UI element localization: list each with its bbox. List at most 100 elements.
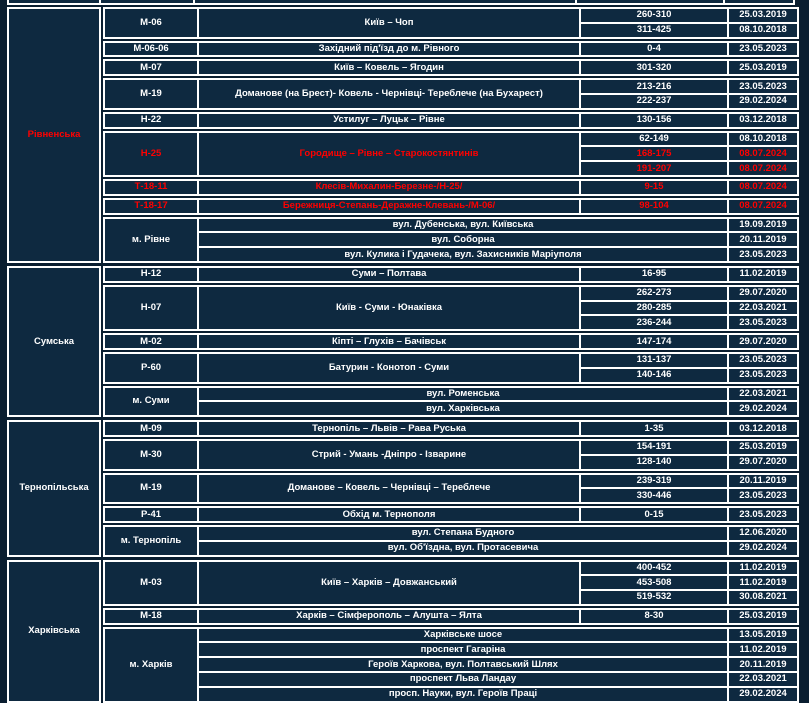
route-cell[interactable]: Устилуг – Луцьк – Рівне	[199, 113, 579, 127]
range-cell[interactable]: 330-446	[581, 489, 727, 503]
date-cell[interactable]: 11.02.2019	[729, 643, 797, 657]
range-cell[interactable]: 239-319	[581, 474, 727, 488]
road-code-cell[interactable]: М-07	[105, 61, 197, 75]
date-cell[interactable]: 11.02.2019	[729, 576, 797, 590]
road-code-cell[interactable]: Р-60	[105, 353, 197, 382]
region-cell[interactable]: Сумська	[9, 267, 99, 416]
region-cell[interactable]: Харківська	[9, 561, 99, 701]
range-cell[interactable]: 222-237	[581, 94, 727, 108]
date-cell[interactable]: 23.05.2023	[729, 489, 797, 503]
street-cell[interactable]: вул. Кулика і Гудачека, вул. Захисників …	[199, 248, 727, 261]
date-cell[interactable]: 23.05.2023	[729, 353, 797, 367]
date-cell[interactable]: 22.03.2021	[729, 301, 797, 315]
date-cell[interactable]: 29.07.2020	[729, 335, 797, 348]
date-cell[interactable]: 23.05.2023	[729, 368, 797, 382]
range-cell[interactable]: 0-4	[581, 42, 727, 56]
range-cell[interactable]: 131-137	[581, 353, 727, 367]
road-code-cell[interactable]: М-02	[105, 335, 197, 348]
date-cell[interactable]: 20.11.2019	[729, 474, 797, 488]
date-cell[interactable]: 08.10.2018	[729, 132, 797, 146]
range-cell[interactable]: 98-104	[581, 199, 727, 213]
region-cell[interactable]: Рівненська	[9, 9, 99, 261]
date-cell[interactable]: 13.05.2019	[729, 628, 797, 642]
date-cell[interactable]: 30.08.2021	[729, 591, 797, 604]
route-cell[interactable]: Західний під'їзд до м. Рівного	[199, 42, 579, 56]
region-cell[interactable]: Тернопільська	[9, 422, 99, 555]
date-cell[interactable]: 12.06.2020	[729, 526, 797, 540]
road-code-cell[interactable]: М-19	[105, 80, 197, 108]
date-cell[interactable]: 23.05.2023	[729, 316, 797, 330]
street-cell[interactable]: Героїв Харкова, вул. Полтавський Шлях	[199, 658, 727, 672]
range-cell[interactable]: 260-310	[581, 9, 727, 22]
road-code-cell[interactable]: Н-22	[105, 113, 197, 127]
road-code-cell[interactable]: М-09	[105, 422, 197, 435]
date-cell[interactable]: 29.07.2020	[729, 455, 797, 469]
range-cell[interactable]: 147-174	[581, 335, 727, 348]
range-cell[interactable]: 154-191	[581, 440, 727, 454]
street-cell[interactable]: вул. Роменська	[199, 387, 727, 401]
road-code-cell[interactable]: Н-12	[105, 267, 197, 281]
range-cell[interactable]: 130-156	[581, 113, 727, 127]
route-cell[interactable]: Київ - Суми - Юнаківка	[199, 286, 579, 330]
road-code-cell[interactable]: М-03	[105, 561, 197, 604]
road-code-cell[interactable]: м. Рівне	[105, 218, 197, 261]
road-code-cell[interactable]: М-06	[105, 9, 197, 37]
date-cell[interactable]: 20.11.2019	[729, 233, 797, 247]
route-cell[interactable]: Городище – Рівне – Старокостянтинів	[199, 132, 579, 175]
range-cell[interactable]: 262-273	[581, 286, 727, 300]
date-cell[interactable]: 08.10.2018	[729, 23, 797, 37]
route-cell[interactable]: Бережниця-Степань-Деражне-Клевань-/М-06/	[199, 199, 579, 213]
date-cell[interactable]: 11.02.2019	[729, 561, 797, 575]
route-cell[interactable]: Харків – Сімферополь – Алушта – Ялта	[199, 609, 579, 623]
range-cell[interactable]: 9-15	[581, 180, 727, 194]
date-cell[interactable]: 29.07.2020	[729, 286, 797, 300]
range-cell[interactable]: 236-244	[581, 316, 727, 330]
range-cell[interactable]: 16-95	[581, 267, 727, 281]
street-cell[interactable]: проспект Гагаріна	[199, 643, 727, 657]
date-cell[interactable]: 25.03.2019	[729, 9, 797, 22]
road-code-cell[interactable]: М-30	[105, 440, 197, 469]
range-cell[interactable]: 311-425	[581, 23, 727, 37]
range-cell[interactable]: 301-320	[581, 61, 727, 75]
date-cell[interactable]: 25.03.2019	[729, 61, 797, 75]
date-cell[interactable]: 29.02.2024	[729, 541, 797, 555]
route-cell[interactable]: Суми – Полтава	[199, 267, 579, 281]
route-cell[interactable]: Клесів-Михалин-Березне-/Н-25/	[199, 180, 579, 194]
road-code-cell[interactable]: м. Харків	[105, 628, 197, 701]
route-cell[interactable]: Тернопіль – Львів – Рава Руська	[199, 422, 579, 435]
range-cell[interactable]: 8-30	[581, 609, 727, 623]
date-cell[interactable]: 11.02.2019	[729, 267, 797, 281]
date-cell[interactable]: 23.05.2023	[729, 42, 797, 56]
date-cell[interactable]: 23.05.2023	[729, 248, 797, 261]
route-cell[interactable]: Доманове (на Брест)- Ковель - Чернівці- …	[199, 80, 579, 108]
range-cell[interactable]: 0-15	[581, 508, 727, 521]
road-code-cell[interactable]: М-06-06	[105, 42, 197, 56]
date-cell[interactable]: 08.07.2024	[729, 199, 797, 213]
date-cell[interactable]: 08.07.2024	[729, 180, 797, 194]
street-cell[interactable]: проспект Льва Ландау	[199, 673, 727, 686]
street-cell[interactable]: вул. Соборна	[199, 233, 727, 247]
date-cell[interactable]: 03.12.2018	[729, 113, 797, 127]
date-cell[interactable]: 20.11.2019	[729, 658, 797, 672]
road-code-cell[interactable]: М-19	[105, 474, 197, 503]
road-code-cell[interactable]: Н-25	[105, 132, 197, 175]
street-cell[interactable]: вул. Дубенська, вул. Київська	[199, 218, 727, 232]
route-cell[interactable]: Батурин - Конотоп - Суми	[199, 353, 579, 382]
road-code-cell[interactable]: Н-07	[105, 286, 197, 330]
road-code-cell[interactable]: м. Суми	[105, 387, 197, 416]
street-cell[interactable]: вул. Об'їздна, вул. Протасевича	[199, 541, 727, 555]
date-cell[interactable]: 29.02.2024	[729, 687, 797, 701]
street-cell[interactable]: вул. Степана Будного	[199, 526, 727, 540]
street-cell[interactable]: Харківське шосе	[199, 628, 727, 642]
range-cell[interactable]: 213-216	[581, 80, 727, 93]
route-cell[interactable]: Київ – Чоп	[199, 9, 579, 37]
road-code-cell[interactable]: М-18	[105, 609, 197, 623]
range-cell[interactable]: 62-149	[581, 132, 727, 146]
range-cell[interactable]: 128-140	[581, 455, 727, 469]
range-cell[interactable]: 280-285	[581, 301, 727, 315]
road-code-cell[interactable]: Т-18-11	[105, 180, 197, 194]
date-cell[interactable]: 25.03.2019	[729, 609, 797, 623]
date-cell[interactable]: 08.07.2024	[729, 147, 797, 161]
range-cell[interactable]: 168-175	[581, 147, 727, 161]
date-cell[interactable]: 03.12.2018	[729, 422, 797, 435]
